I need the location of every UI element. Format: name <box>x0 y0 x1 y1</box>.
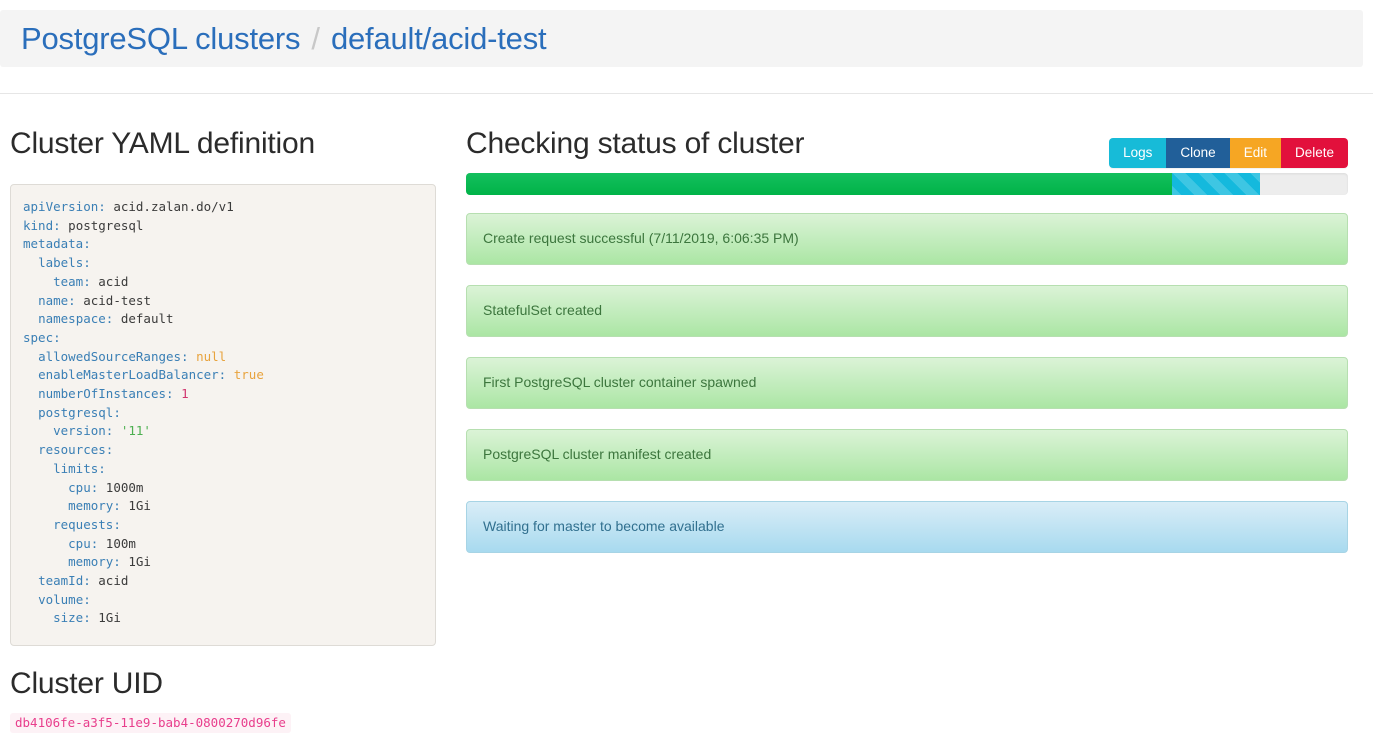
breadcrumb-link-current-cluster[interactable]: default/acid-test <box>330 21 547 56</box>
yaml-key-volume: volume: <box>38 591 91 607</box>
yaml-value-size: 1Gi <box>98 610 121 626</box>
yaml-definition-panel[interactable]: apiVersion: acid.zalan.do/v1 kind: postg… <box>10 184 436 646</box>
yaml-key-labels: labels: <box>38 255 91 271</box>
yaml-key-limits-cpu: cpu: <box>68 479 99 495</box>
yaml-value-enablemasterloadbalancer: true <box>233 367 264 383</box>
yaml-value-numberofinstances: 1 <box>181 386 189 402</box>
status-message-list: Create request successful (7/11/2019, 6:… <box>466 213 1348 553</box>
yaml-value-kind: postgresql <box>68 217 144 233</box>
status-message-text: Create request successful (7/11/2019, 6:… <box>483 230 799 247</box>
yaml-key-apiversion: apiVersion: <box>23 199 106 214</box>
yaml-key-numberofinstances: numberOfInstances: <box>38 386 174 402</box>
status-message-success: First PostgreSQL cluster container spawn… <box>466 357 1348 409</box>
status-message-text: Waiting for master to become available <box>483 518 725 535</box>
cluster-uid-title: Cluster UID <box>10 667 163 700</box>
yaml-key-kind: kind: <box>23 217 61 233</box>
yaml-key-limits-memory: memory: <box>68 498 121 514</box>
progress-bar-active-segment <box>1171 173 1260 195</box>
cluster-action-button-group: Logs Clone Edit Delete <box>1109 138 1348 168</box>
status-section-title: Checking status of cluster <box>466 127 805 160</box>
yaml-key-limits: limits: <box>53 460 106 476</box>
yaml-key-enablemasterloadbalancer: enableMasterLoadBalancer: <box>38 367 227 383</box>
breadcrumb-separator: / <box>311 21 320 56</box>
breadcrumb-link-postgresql-clusters[interactable]: PostgreSQL clusters <box>21 21 301 56</box>
edit-button[interactable]: Edit <box>1229 138 1281 168</box>
cluster-status-progress-bar <box>466 173 1348 195</box>
yaml-value-name: acid-test <box>83 292 151 308</box>
yaml-value-requests-cpu: 100m <box>105 535 136 551</box>
status-message-success: Create request successful (7/11/2019, 6:… <box>466 213 1348 265</box>
yaml-value-requests-memory: 1Gi <box>128 554 151 570</box>
yaml-value-team: acid <box>98 273 129 289</box>
yaml-key-requests-cpu: cpu: <box>68 535 99 551</box>
yaml-key-allowedsourceranges: allowedSourceRanges: <box>38 348 189 364</box>
yaml-key-spec: spec: <box>23 329 61 345</box>
delete-button[interactable]: Delete <box>1280 138 1348 168</box>
clone-button[interactable]: Clone <box>1166 138 1230 168</box>
yaml-key-requests: requests: <box>53 516 121 532</box>
yaml-value-limits-cpu: 1000m <box>105 479 144 495</box>
yaml-section-title: Cluster YAML definition <box>10 127 315 160</box>
yaml-column: Cluster YAML definition apiVersion: acid… <box>10 126 440 733</box>
yaml-key-teamid: teamId: <box>38 573 91 589</box>
status-message-text: StatefulSet created <box>483 302 603 319</box>
header-divider <box>0 93 1373 94</box>
status-message-info: Waiting for master to become available <box>466 501 1348 553</box>
progress-bar-completed-segment <box>466 173 1172 195</box>
status-message-text: First PostgreSQL cluster container spawn… <box>483 374 757 391</box>
yaml-value-limits-memory: 1Gi <box>128 498 151 514</box>
status-message-success: StatefulSet created <box>466 285 1348 337</box>
yaml-value-namespace: default <box>120 311 174 327</box>
status-message-text: PostgreSQL cluster manifest created <box>483 446 712 463</box>
breadcrumb: PostgreSQL clusters / default/acid-test <box>0 10 1363 67</box>
yaml-key-requests-memory: memory: <box>68 554 121 570</box>
yaml-key-namespace: namespace: <box>38 311 114 327</box>
status-column: Checking status of cluster Logs Clone Edit… <box>466 126 1348 573</box>
yaml-key-postgresql: postgresql: <box>38 404 121 420</box>
status-message-success: PostgreSQL cluster manifest created <box>466 429 1348 481</box>
yaml-value-teamid: acid <box>98 573 129 589</box>
cluster-uid-value[interactable]: db4106fe-a3f5-11e9-bab4-0800270d96fe <box>10 713 291 733</box>
yaml-key-size: size: <box>53 610 91 626</box>
yaml-key-metadata: metadata: <box>23 236 91 252</box>
yaml-code-block: apiVersion: acid.zalan.do/v1 kind: postg… <box>23 198 421 628</box>
yaml-value-apiversion: acid.zalan.do/v1 <box>113 199 234 214</box>
yaml-key-team: team: <box>53 273 91 289</box>
yaml-key-name: name: <box>38 292 76 308</box>
yaml-key-version: version: <box>53 423 114 439</box>
yaml-value-version: '11' <box>120 423 151 439</box>
yaml-value-allowedsourceranges: null <box>196 348 227 364</box>
status-header-row: Checking status of cluster Logs Clone Edit… <box>466 126 1348 170</box>
yaml-key-resources: resources: <box>38 442 114 458</box>
cluster-uid-block: Cluster UID db4106fe-a3f5-11e9-bab4-0800… <box>10 666 440 733</box>
logs-button[interactable]: Logs <box>1109 138 1167 168</box>
